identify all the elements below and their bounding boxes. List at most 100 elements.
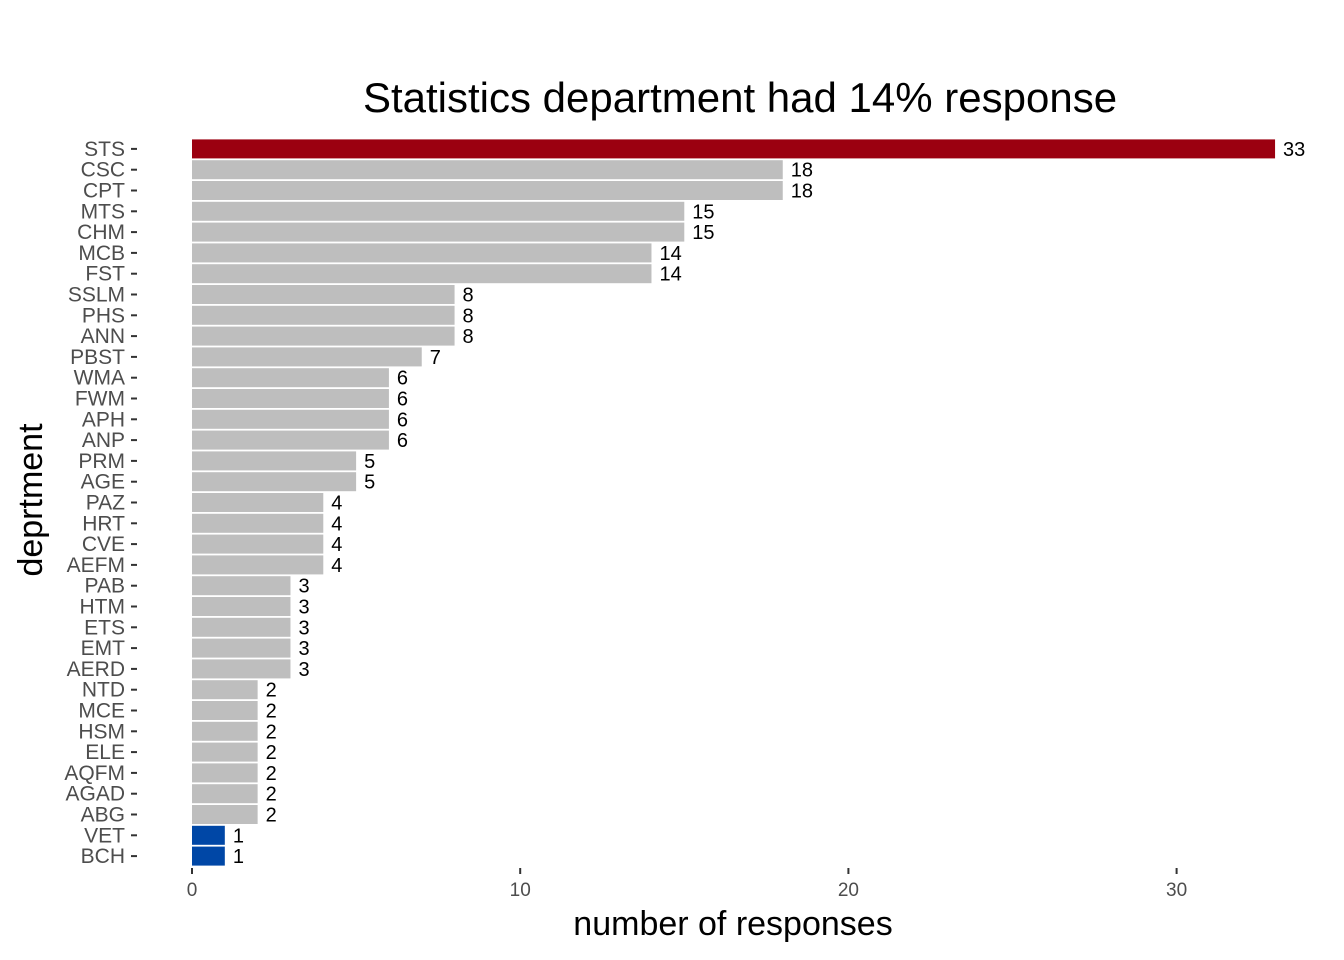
data-label-ntd: 2 xyxy=(266,680,277,702)
category-label-ets: ETS xyxy=(84,616,125,639)
category-label-pab: PAB xyxy=(85,575,125,598)
category-label-aerd: AERD xyxy=(67,658,125,681)
bar-abg xyxy=(192,805,258,824)
bar-hsm xyxy=(192,721,258,741)
x-tick-label-10: 10 xyxy=(510,880,531,901)
category-label-hsm: HSM xyxy=(78,720,125,743)
category-label-age: AGE xyxy=(81,471,125,494)
data-label-htm: 3 xyxy=(298,597,309,619)
x-tick-label-20: 20 xyxy=(838,880,859,901)
bar-emt xyxy=(192,638,291,658)
category-label-cve: CVE xyxy=(82,533,125,556)
category-label-fwm: FWM xyxy=(75,388,125,411)
bar-mce xyxy=(192,701,258,720)
data-label-csc: 18 xyxy=(791,160,813,182)
data-label-cpt: 18 xyxy=(791,181,813,203)
bar-fwm xyxy=(192,389,389,408)
category-label-abg: ABG xyxy=(81,804,125,827)
data-label-phs: 8 xyxy=(463,305,474,327)
category-label-ntd: NTD xyxy=(82,679,125,702)
bar-aerd xyxy=(192,659,291,679)
data-label-vet: 1 xyxy=(233,825,244,847)
bar-vet xyxy=(192,825,225,845)
data-label-hsm: 2 xyxy=(266,721,277,743)
category-label-sts: STS xyxy=(84,138,125,161)
category-label-agad: AGAD xyxy=(65,783,125,806)
data-label-pbst: 7 xyxy=(430,347,441,369)
x-axis: 0 10 20 30 xyxy=(187,868,1187,901)
category-label-aefm: AEFM xyxy=(67,554,125,577)
data-label-sts: 33 xyxy=(1283,139,1305,161)
data-label-pab: 3 xyxy=(298,576,309,598)
category-label-chm: CHM xyxy=(77,221,125,244)
category-label-cpt: CPT xyxy=(83,180,125,203)
bar-chm xyxy=(192,222,685,242)
x-tick-label-0: 0 xyxy=(187,880,198,901)
data-label-aerd: 3 xyxy=(298,659,309,681)
bar-wma xyxy=(192,368,389,388)
bar-cpt xyxy=(192,181,783,200)
bar-ann xyxy=(192,326,455,346)
data-label-chm: 15 xyxy=(692,222,714,244)
data-label-hrt: 4 xyxy=(331,513,342,535)
data-label-sslm: 8 xyxy=(463,285,474,307)
data-label-fst: 14 xyxy=(659,264,681,286)
category-label-fst: FST xyxy=(85,263,125,286)
data-label-ele: 2 xyxy=(266,742,277,764)
bar-phs xyxy=(192,305,455,325)
category-labels-group: STSCSCCPTMTSCHMMCBFSTSSLMPHSANNPBSTWMAFW… xyxy=(64,138,137,868)
category-label-mts: MTS xyxy=(81,200,125,223)
data-label-abg: 2 xyxy=(266,805,277,827)
category-label-hrt: HRT xyxy=(82,512,125,535)
category-label-aph: APH xyxy=(82,408,125,431)
bar-csc xyxy=(192,160,783,180)
data-label-aph: 6 xyxy=(397,409,408,431)
category-label-vet: VET xyxy=(84,824,125,847)
data-label-paz: 4 xyxy=(331,493,342,515)
bar-pab xyxy=(192,576,291,596)
bar-mcb xyxy=(192,243,652,263)
data-label-emt: 3 xyxy=(298,638,309,660)
category-label-paz: PAZ xyxy=(86,492,125,515)
bar-pbst xyxy=(192,347,422,367)
data-label-cve: 4 xyxy=(331,534,342,556)
category-label-prm: PRM xyxy=(78,450,125,473)
bar-bch xyxy=(192,846,225,866)
category-label-ann: ANN xyxy=(81,325,125,348)
chart-title: Statistics department had 14% response xyxy=(363,74,1117,121)
bar-paz xyxy=(192,493,324,512)
bar-aph xyxy=(192,409,389,429)
data-label-age: 5 xyxy=(364,472,375,494)
category-label-pbst: PBST xyxy=(70,346,125,369)
data-label-aefm: 4 xyxy=(331,555,342,577)
category-label-anp: ANP xyxy=(82,429,125,452)
category-label-phs: PHS xyxy=(82,304,125,327)
bar-htm xyxy=(192,597,291,616)
category-label-ele: ELE xyxy=(85,741,125,764)
bar-mts xyxy=(192,201,685,221)
bar-ele xyxy=(192,742,258,762)
category-label-mcb: MCB xyxy=(78,242,125,265)
y-axis-title: deprtment xyxy=(12,423,50,577)
data-label-wma: 6 xyxy=(397,368,408,390)
bars-group: 3318181515141488876666554444333332222222… xyxy=(192,139,1305,868)
data-label-fwm: 6 xyxy=(397,389,408,411)
data-label-mce: 2 xyxy=(266,701,277,723)
data-label-bch: 1 xyxy=(233,846,244,868)
bar-cve xyxy=(192,534,324,554)
bar-age xyxy=(192,472,357,492)
bar-anp xyxy=(192,430,389,450)
category-label-sslm: SSLM xyxy=(68,284,125,307)
data-label-anp: 6 xyxy=(397,430,408,452)
bar-fst xyxy=(192,264,652,284)
bar-agad xyxy=(192,784,258,804)
x-axis-title: number of responses xyxy=(573,905,892,943)
x-tick-label-30: 30 xyxy=(1166,880,1187,901)
data-label-ets: 3 xyxy=(298,617,309,639)
bar-sslm xyxy=(192,285,455,304)
category-label-emt: EMT xyxy=(81,637,126,660)
bar-sts xyxy=(192,139,1276,159)
data-label-prm: 5 xyxy=(364,451,375,473)
bar-ets xyxy=(192,617,291,637)
